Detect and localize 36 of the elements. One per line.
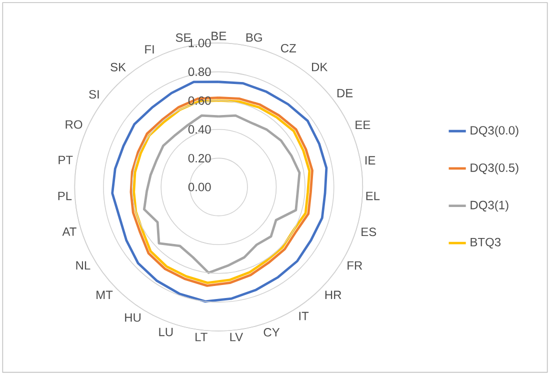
spoke-label: SK bbox=[110, 62, 126, 72]
legend-label: BTQ3 bbox=[470, 238, 501, 248]
spoke-label: HR bbox=[325, 290, 342, 300]
spoke-label: LT bbox=[196, 332, 208, 342]
spoke-label: LV bbox=[230, 332, 244, 342]
spoke-label: DK bbox=[312, 62, 328, 72]
spoke-label: FI bbox=[145, 45, 154, 54]
y-tick-label: 0.40 bbox=[188, 125, 211, 134]
spoke-label: DE bbox=[337, 88, 353, 98]
spoke-label: CZ bbox=[280, 44, 296, 52]
spoke-label: EE bbox=[356, 120, 370, 130]
legend-label: DQ3(0.5) bbox=[470, 163, 518, 174]
y-tick-label: 0.80 bbox=[188, 68, 211, 76]
spoke-label: FR bbox=[348, 261, 362, 270]
legend-label: DQ3(1) bbox=[470, 200, 508, 212]
spoke-label: SE bbox=[176, 33, 191, 42]
spoke-label: RO bbox=[66, 120, 82, 129]
spoke-label: ES bbox=[362, 228, 376, 236]
legend-label: DQ3(0.0) bbox=[470, 126, 518, 137]
y-tick-label: 1.00 bbox=[188, 38, 211, 48]
spoke-label: HU bbox=[125, 313, 141, 322]
spoke-label: BG bbox=[246, 33, 262, 42]
spoke-label: MT bbox=[96, 290, 113, 300]
spoke-label: IT bbox=[299, 312, 309, 320]
spoke-label: IE bbox=[365, 156, 376, 164]
y-tick-label: 0.00 bbox=[188, 182, 211, 192]
y-tick-label: 0.20 bbox=[188, 154, 211, 162]
spoke-label: CY bbox=[264, 328, 280, 337]
spoke-label: PL bbox=[58, 192, 72, 200]
spoke-label: PT bbox=[58, 156, 73, 164]
spoke-label: BE bbox=[212, 32, 226, 40]
spoke-label: EL bbox=[366, 192, 380, 200]
spoke-label: NL bbox=[76, 261, 90, 270]
spoke-label: AT bbox=[62, 228, 76, 236]
spoke-label: LU bbox=[159, 328, 173, 336]
spoke-label: SI bbox=[89, 90, 99, 99]
